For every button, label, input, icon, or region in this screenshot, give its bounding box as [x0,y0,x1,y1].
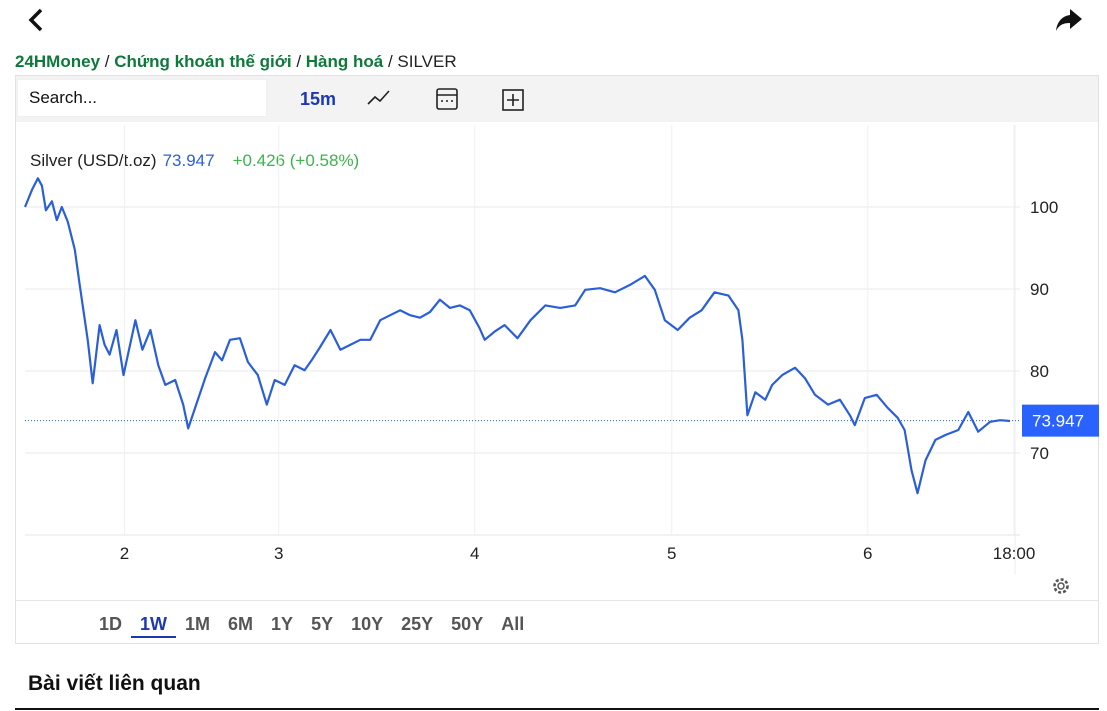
series-title: Silver (USD/t.oz) [30,151,157,170]
chart-legend: Silver (USD/t.oz) 73.947 +0.426 (+0.58%) [30,151,359,170]
share-button[interactable] [1054,6,1084,34]
range-button[interactable]: 5Y [311,614,334,634]
y-tick-label: 100 [1030,198,1058,217]
last-value: 73.947 [163,151,215,170]
chart-container [15,75,1099,644]
crumb-link[interactable]: 24HMoney [15,52,101,71]
back-button[interactable] [22,6,50,34]
y-tick-label: 90 [1030,280,1049,299]
price-line [23,177,1011,495]
x-tick-label: 3 [274,544,283,563]
section-title: Bài viết liên quan [28,672,201,695]
range-button[interactable]: 6M [228,614,254,634]
last-price-tag [1022,404,1099,437]
chart-type-icon[interactable] [367,90,390,105]
x-tick-label: 18:00 [993,544,1036,563]
crumb-link[interactable]: Chứng khoán thế giới [114,52,292,71]
x-tick-label: 5 [667,544,676,563]
calendar-icon[interactable] [436,88,458,110]
last-price-label: 73.947 [1032,412,1084,431]
range-button[interactable]: All [501,614,525,634]
range-button[interactable]: 1M [185,614,211,634]
range-selector: 1D 1W 1M 6M 1Y 5Y 10Y 25Y 50Y All [90,614,533,638]
range-button[interactable]: 1Y [271,614,294,634]
chart: Silver (USD/t.oz) 73.947 +0.426 (+0.58%) 7… [23,125,1099,575]
settings-icon[interactable] [1050,575,1072,597]
change: +0.426 (+0.58%) [233,151,360,170]
range-button[interactable]: 1D [99,614,123,634]
range-button[interactable]: 10Y [351,614,384,634]
add-indicator-icon[interactable] [502,89,524,111]
breadcrumb: 24HMoney / Chứng khoán thế giới / Hàng h… [15,52,457,71]
y-tick-label: 70 [1030,444,1049,463]
range-button[interactable]: 1W [131,614,177,638]
x-tick-label: 6 [863,544,872,563]
range-button[interactable]: 50Y [451,614,484,634]
x-tick-label: 2 [120,544,129,563]
crumb-link[interactable]: Hàng hoá [305,52,384,71]
interval-button[interactable]: 15m [300,89,337,109]
y-tick-label: 80 [1030,362,1049,381]
crumb-current: SILVER [397,52,457,71]
divider [16,600,1098,601]
range-button[interactable]: 25Y [401,614,434,634]
search-input[interactable]: Search... [18,80,266,116]
section-rule [15,708,1099,710]
x-tick-label: 4 [470,544,479,563]
toolbar-icons [367,88,524,111]
